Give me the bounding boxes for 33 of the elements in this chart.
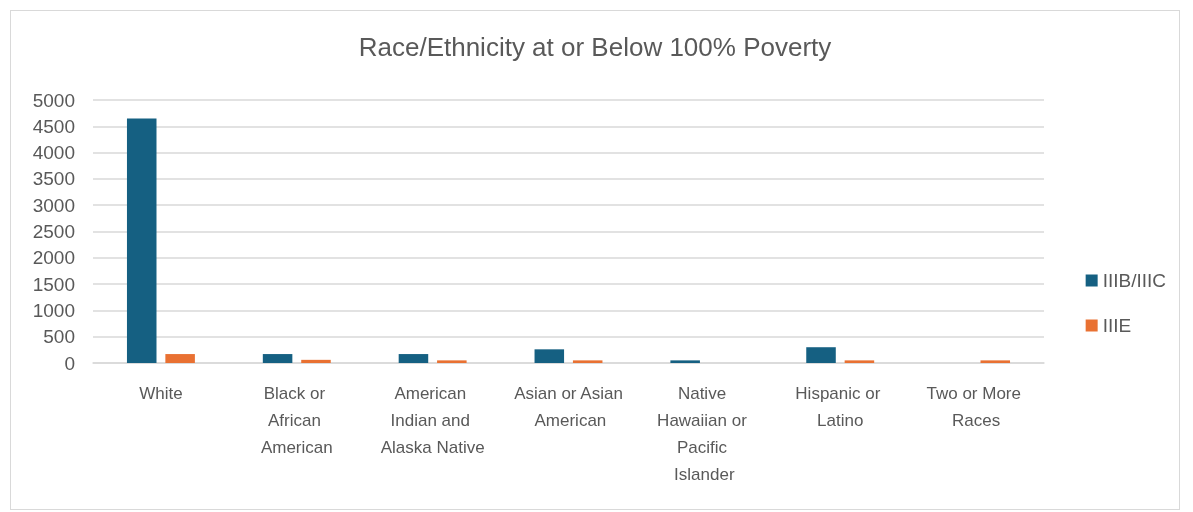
chart-title: Race/Ethnicity at or Below 100% Poverty (358, 32, 832, 62)
bar (670, 360, 700, 363)
x-tick-label: American Indian and Alaska Native (380, 384, 485, 457)
bar (572, 360, 603, 363)
y-tick-label: 1000 (32, 299, 75, 321)
bar (534, 349, 565, 363)
x-tick-label: Hispanic or Latino (795, 384, 886, 430)
bar (126, 118, 157, 363)
y-tick-label: 0 (64, 352, 75, 374)
bar (165, 354, 195, 363)
y-tick-label: 500 (43, 326, 75, 348)
x-tick-label: Two or More Races (926, 384, 1026, 430)
bar (806, 347, 836, 363)
y-tick-label: 1500 (32, 273, 75, 295)
legend-label: IIIE (1102, 315, 1132, 336)
x-tick-label: White (139, 384, 183, 403)
y-tick-label: 4500 (32, 115, 75, 137)
bar (262, 354, 293, 363)
y-tick-label: 4000 (32, 142, 75, 164)
y-tick-label: 5000 (32, 89, 75, 111)
bar (437, 360, 467, 363)
bar (844, 360, 875, 363)
x-tick-label: Native Hawaiian or Pacific Islander (657, 384, 752, 484)
y-tick-label: 2000 (32, 247, 75, 269)
x-tick-label: Black or African American (260, 384, 333, 457)
bar (301, 359, 331, 363)
y-tick-label: 3000 (32, 194, 75, 216)
y-tick-label: 3500 (32, 168, 75, 190)
x-tick-label: Asian or Asian American (514, 384, 623, 430)
y-tick-label: 2500 (32, 221, 75, 242)
bar (980, 360, 1011, 363)
bar (398, 354, 429, 363)
legend-label: IIIB/IIIC (1102, 270, 1167, 291)
